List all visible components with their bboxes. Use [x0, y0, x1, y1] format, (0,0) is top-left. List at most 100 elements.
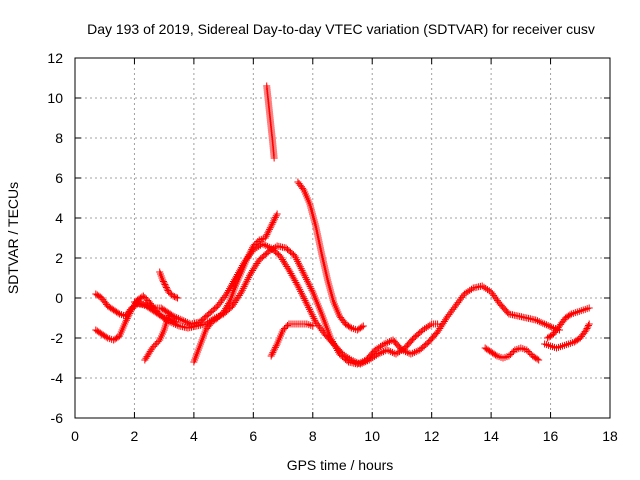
series-trace-i: [267, 320, 317, 360]
data-point: [148, 344, 156, 352]
data-point: [272, 212, 280, 220]
data-point: [227, 283, 235, 291]
data-point: [238, 286, 246, 294]
data-point: [172, 293, 180, 301]
x-tick-label: 10: [364, 428, 380, 444]
data-point: [392, 350, 400, 358]
data-point: [346, 323, 354, 331]
data-point: [174, 294, 182, 302]
data-point: [176, 315, 184, 323]
data-point: [293, 280, 301, 288]
data-point: [270, 217, 278, 225]
data-point: [426, 321, 434, 329]
data-point: [299, 293, 307, 301]
data-point: [306, 307, 314, 315]
data-point: [141, 294, 149, 301]
data-point: [245, 272, 253, 280]
data-point: [173, 321, 181, 329]
data-point: [542, 321, 550, 329]
data-point: [508, 349, 516, 357]
data-point: [359, 358, 367, 366]
data-point: [160, 279, 168, 287]
data-point: [123, 315, 131, 323]
y-tick-label: 10: [47, 90, 63, 106]
data-point: [533, 317, 541, 325]
data-point: [182, 318, 190, 326]
x-tick-label: 2: [131, 428, 139, 444]
y-tick-label: 2: [55, 250, 63, 266]
data-point: [585, 320, 593, 328]
data-point: [460, 290, 468, 298]
data-point: [459, 292, 467, 300]
data-point: [333, 345, 341, 353]
data-point: [183, 318, 191, 326]
data-point: [466, 286, 474, 294]
data-point: [243, 277, 251, 285]
data-point: [124, 313, 132, 321]
data-point: [353, 360, 361, 368]
data-point: [407, 350, 415, 358]
data-point: [304, 279, 312, 287]
data-point: [150, 342, 158, 350]
data-point: [371, 346, 379, 354]
data-point: [385, 347, 393, 355]
data-point: [384, 338, 392, 346]
data-point: [240, 283, 248, 291]
data-point: [306, 283, 314, 291]
data-point: [377, 342, 385, 350]
data-point: [102, 333, 110, 341]
data-point: [126, 309, 134, 317]
data-point: [217, 311, 225, 319]
data-point: [584, 322, 592, 329]
data-point: [122, 318, 130, 326]
series-trace-k: [544, 304, 593, 342]
data-point: [307, 309, 315, 317]
data-point: [526, 349, 534, 357]
data-point: [295, 259, 303, 267]
data-point: [114, 309, 122, 317]
data-point: [165, 313, 173, 321]
data-point: [506, 351, 514, 358]
data-point: [296, 286, 304, 294]
data-point: [285, 266, 293, 274]
data-point: [307, 284, 315, 292]
data-point: [290, 275, 298, 283]
data-point: [122, 316, 130, 324]
x-axis-label: GPS time / hours: [287, 457, 394, 473]
data-point: [305, 304, 313, 312]
data-point: [284, 264, 292, 272]
data-point: [165, 312, 173, 319]
series-trace-c: [294, 178, 367, 334]
data-point: [142, 295, 150, 303]
data-point: [271, 213, 279, 221]
data-point: [284, 322, 292, 329]
data-point: [245, 251, 253, 259]
data-point: [380, 340, 388, 348]
data-point: [376, 349, 384, 357]
data-point: [223, 290, 231, 298]
data-point: [180, 317, 188, 325]
data-point: [282, 323, 290, 331]
series-trace-f: [141, 310, 174, 364]
data-point: [287, 270, 295, 278]
data-point: [272, 342, 280, 350]
data-point: [343, 357, 351, 365]
data-point: [300, 270, 308, 278]
data-point: [409, 349, 417, 357]
data-point: [299, 184, 307, 192]
data-point: [281, 325, 289, 332]
data-point: [151, 341, 159, 349]
data-point: [308, 311, 316, 319]
data-point: [583, 325, 591, 332]
data-point: [383, 346, 391, 354]
data-point: [532, 316, 540, 324]
data-point: [306, 305, 314, 313]
data-point: [161, 281, 169, 288]
data-point: [270, 154, 278, 162]
series-trace-l: [541, 320, 593, 352]
data-point: [541, 320, 549, 328]
data-points: [92, 82, 593, 368]
x-tick-label: 16: [543, 428, 559, 444]
data-point: [378, 348, 386, 356]
data-point: [162, 282, 170, 290]
